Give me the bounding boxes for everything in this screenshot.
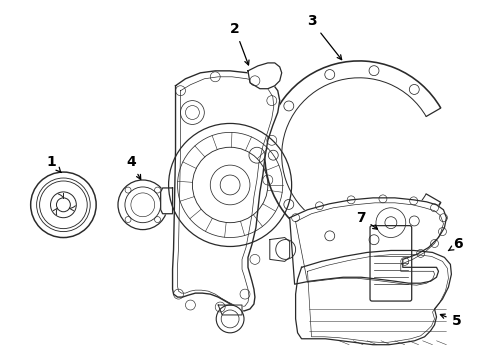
Text: 5: 5 <box>441 314 461 328</box>
Text: 2: 2 <box>230 22 249 65</box>
Polygon shape <box>248 63 282 89</box>
Polygon shape <box>295 251 451 345</box>
Text: 4: 4 <box>126 155 141 179</box>
Text: 3: 3 <box>307 14 342 60</box>
Polygon shape <box>172 71 280 311</box>
Polygon shape <box>290 198 446 284</box>
Polygon shape <box>270 238 290 261</box>
Polygon shape <box>218 305 242 315</box>
FancyBboxPatch shape <box>370 226 412 301</box>
Polygon shape <box>161 188 172 214</box>
Text: 6: 6 <box>448 238 463 252</box>
Text: 7: 7 <box>356 211 377 229</box>
Text: 1: 1 <box>47 155 61 172</box>
